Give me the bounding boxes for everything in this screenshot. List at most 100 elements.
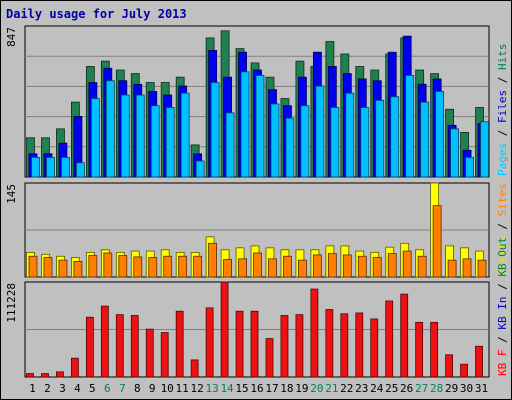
x-tick-label: 1 — [29, 382, 36, 395]
bar-kb-f-day-26 — [400, 293, 409, 378]
bar-sites-day-19 — [298, 259, 307, 278]
legend-top: Pages / Files / Hits — [496, 44, 509, 177]
bar-kb-f-day-5 — [85, 316, 94, 378]
bar-pages-day-16 — [255, 74, 265, 178]
bar-kb-f-day-4 — [71, 357, 79, 378]
bar-sites-day-28 — [432, 205, 442, 278]
bar-sites-day-7 — [118, 255, 128, 278]
bar-pages-day-2 — [46, 156, 55, 178]
bar-pages-day-30 — [465, 156, 474, 178]
x-tick-label: 18 — [280, 382, 293, 395]
bar-sites-day-8 — [133, 256, 143, 278]
bar-pages-day-31 — [480, 121, 489, 178]
bar-kb-f-day-25 — [385, 300, 394, 378]
x-tick-label: 3 — [59, 382, 66, 395]
chart-title: Daily usage for July 2013 — [6, 7, 187, 21]
x-tick-label: 8 — [134, 382, 141, 395]
legend-sites: Sites — [496, 183, 509, 216]
legend-bot: KB F / KB In / KB Out — [496, 237, 509, 376]
x-tick-label: 19 — [295, 382, 308, 395]
bar-kb-f-day-13 — [205, 307, 214, 378]
bar-kb-f-day-28 — [430, 321, 439, 378]
bar-sites-day-21 — [327, 253, 337, 278]
legend-visits: Visits — [496, 236, 509, 276]
bar-sites-day-16 — [253, 252, 262, 278]
bar-pages-day-19 — [300, 105, 310, 178]
bar-pages-day-21 — [330, 107, 340, 178]
legend-mid: Visits / Sites — [496, 183, 509, 276]
bar-sites-day-27 — [417, 255, 427, 278]
bar-sites-day-30 — [462, 258, 472, 278]
bar-pages-day-25 — [390, 96, 400, 178]
x-tick-label: 30 — [460, 382, 473, 395]
bar-kb-f-day-20 — [310, 288, 319, 378]
bar-kb-f-day-3 — [56, 371, 64, 378]
bar-pages-day-6 — [105, 80, 115, 178]
bar-pages-day-20 — [315, 85, 325, 178]
bar-pages-day-4 — [76, 162, 85, 178]
bar-kb-f-day-27 — [415, 321, 424, 378]
bar-kb-f-day-1 — [26, 373, 34, 378]
x-tick-label: 26 — [400, 382, 413, 395]
bar-pages-day-9 — [150, 105, 160, 178]
bar-sites-day-6 — [103, 252, 113, 278]
x-tick-label: 10 — [161, 382, 174, 395]
x-tick-label: 5 — [89, 382, 96, 395]
legend-separator: / — [496, 277, 509, 297]
x-tick-label: 6 — [104, 382, 111, 395]
bar-pages-day-28 — [435, 91, 445, 178]
bar-sites-day-11 — [178, 255, 188, 278]
bar-kb-f-day-12 — [190, 359, 199, 378]
x-tick-label: 28 — [430, 382, 443, 395]
bar-sites-day-2 — [43, 257, 53, 278]
ymax-label-bot: 111228 — [5, 283, 18, 323]
bar-sites-day-10 — [163, 255, 173, 278]
bar-sites-day-9 — [148, 257, 158, 278]
bar-pages-day-22 — [345, 92, 355, 178]
bar-kb-f-day-11 — [175, 310, 184, 378]
x-tick-label: 4 — [74, 382, 81, 395]
bar-kb-f-day-17 — [265, 338, 274, 378]
x-tick-label: 2 — [44, 382, 51, 395]
x-tick-label: 31 — [475, 382, 488, 395]
x-tick-label: 7 — [119, 382, 126, 395]
x-tick-label: 14 — [220, 382, 234, 395]
bar-kb-f-day-7 — [115, 314, 124, 378]
x-tick-label: 13 — [205, 382, 218, 395]
bar-sites-day-20 — [312, 254, 322, 278]
legend-separator: / — [496, 216, 509, 236]
bar-pages-day-8 — [135, 94, 145, 178]
bar-sites-day-15 — [238, 258, 247, 278]
legend-separator: / — [496, 70, 509, 90]
x-tick-label: 23 — [355, 382, 368, 395]
bar-kb-f-day-6 — [100, 305, 109, 378]
bar-pages-day-27 — [420, 101, 430, 178]
x-tick-label: 17 — [265, 382, 278, 395]
legend-separator: / — [496, 123, 509, 143]
x-tick-label: 29 — [445, 382, 458, 395]
bar-pages-day-12 — [195, 160, 205, 178]
legend-pages: Pages — [496, 143, 509, 176]
bar-kb-f-day-8 — [130, 315, 139, 378]
bar-pages-day-26 — [405, 74, 415, 178]
ymax-label-top: 847 — [5, 27, 18, 47]
bar-kb-f-day-15 — [235, 310, 244, 378]
bar-kb-f-day-23 — [355, 312, 364, 378]
bar-kb-f-day-2 — [41, 373, 49, 378]
bar-pages-day-3 — [61, 156, 70, 178]
bar-kb-f-day-21 — [325, 309, 334, 378]
bar-pages-day-1 — [31, 156, 40, 178]
bar-sites-day-31 — [477, 259, 487, 278]
bar-sites-day-12 — [193, 255, 203, 278]
bar-pages-day-23 — [360, 107, 370, 178]
legend-kb-out: KB Out — [496, 237, 509, 277]
legend-separator: / — [496, 330, 509, 350]
legend-kb-f: KB F — [496, 350, 509, 377]
bar-sites-day-1 — [28, 255, 38, 278]
x-tick-label: 21 — [325, 382, 338, 395]
x-tick-label: 11 — [176, 382, 189, 395]
bar-sites-day-29 — [447, 259, 457, 278]
bar-pages-day-7 — [120, 94, 130, 178]
bar-sites-day-14 — [223, 259, 232, 278]
